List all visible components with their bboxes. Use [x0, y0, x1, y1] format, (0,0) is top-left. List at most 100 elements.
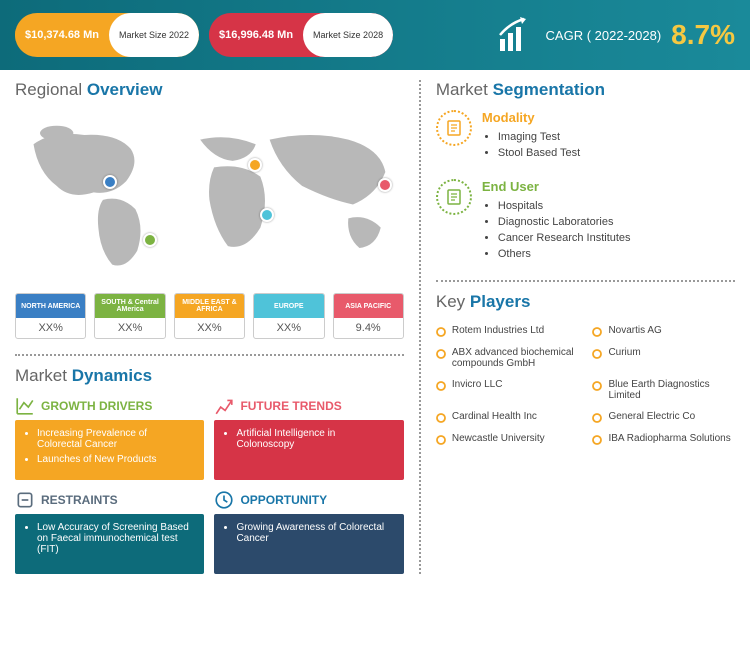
segmentation-title: Market Segmentation: [436, 80, 735, 100]
segment-list-item: Stool Based Test: [498, 145, 580, 161]
dynamics-block: OPPORTUNITY Growing Awareness of Colorec…: [214, 490, 403, 574]
dynamics-block: GROWTH DRIVERS Increasing Prevalence of …: [15, 396, 204, 480]
market-size-2028-pill: $16,996.48 Mn Market Size 2028: [209, 13, 393, 57]
segment-list-item: Imaging Test: [498, 129, 580, 145]
regions-row: NORTH AMERICAXX%SOUTH & Central AMericaX…: [15, 293, 404, 339]
region-name: SOUTH & Central AMerica: [95, 294, 164, 318]
region-name: NORTH AMERICA: [16, 294, 85, 318]
player-item: Newcastle University: [436, 430, 579, 448]
bullet-icon: [592, 413, 602, 423]
player-item: Blue Earth Diagnostics Limited: [592, 376, 735, 404]
region-box: MIDDLE EAST & AFRICAXX%: [174, 293, 245, 339]
player-name: Novartis AG: [608, 325, 661, 336]
player-name: IBA Radiopharma Solutions: [608, 433, 730, 444]
bullet-icon: [436, 381, 446, 391]
bullet-icon: [436, 435, 446, 445]
dynamics-title: Market Dynamics: [15, 366, 404, 386]
region-dot: [378, 178, 392, 192]
header-bar: $10,374.68 Mn Market Size 2022 $16,996.4…: [0, 0, 750, 70]
region-value: XX%: [95, 318, 164, 338]
segment-content: End User HospitalsDiagnostic Laboratorie…: [482, 179, 631, 262]
region-dot: [103, 175, 117, 189]
segment-list-item: Diagnostic Laboratories: [498, 214, 631, 230]
dynamics-block: RESTRAINTS Low Accuracy of Screening Bas…: [15, 490, 204, 574]
segment-list: Imaging TestStool Based Test: [482, 129, 580, 161]
player-item: Cardinal Health Inc: [436, 408, 579, 426]
bullet-icon: [436, 413, 446, 423]
dynamics-grid: GROWTH DRIVERS Increasing Prevalence of …: [15, 396, 404, 574]
dynamics-head: FUTURE TRENDS: [214, 396, 403, 416]
region-name: MIDDLE EAST & AFRICA: [175, 294, 244, 318]
dynamics-icon: [15, 396, 35, 416]
region-value: XX%: [175, 318, 244, 338]
region-name: ASIA PACIFIC: [334, 294, 403, 318]
dynamics-head: GROWTH DRIVERS: [15, 396, 204, 416]
dynamics-block-title: GROWTH DRIVERS: [41, 399, 152, 413]
bullet-icon: [592, 435, 602, 445]
region-value: 9.4%: [334, 318, 403, 338]
growth-chart-icon: [496, 15, 536, 55]
dynamics-item: Low Accuracy of Screening Based on Faeca…: [37, 522, 194, 555]
segment-icon: [436, 110, 472, 146]
dynamics-head: RESTRAINTS: [15, 490, 204, 510]
segment-item: End User HospitalsDiagnostic Laboratorie…: [436, 179, 735, 262]
region-box: ASIA PACIFIC9.4%: [333, 293, 404, 339]
dynamics-item: Launches of New Products: [37, 454, 194, 465]
world-map: [15, 110, 404, 285]
player-item: Novartis AG: [592, 322, 735, 340]
dynamics-head: OPPORTUNITY: [214, 490, 403, 510]
dynamics-body: Artificial Intelligence in Colonoscopy: [214, 420, 403, 480]
cagr-value: 8.7%: [671, 19, 735, 51]
pill1-label: Market Size 2022: [109, 13, 199, 57]
dynamics-item: Growing Awareness of Colorectal Cancer: [236, 522, 393, 544]
segment-list: HospitalsDiagnostic LaboratoriesCancer R…: [482, 198, 631, 262]
segment-content: Modality Imaging TestStool Based Test: [482, 110, 580, 161]
dynamics-block-title: OPPORTUNITY: [240, 493, 327, 507]
dynamics-icon: [214, 396, 234, 416]
divider: [15, 354, 404, 356]
dynamics-block-title: RESTRAINTS: [41, 493, 118, 507]
player-item: Rotem Industries Ltd: [436, 322, 579, 340]
player-name: Invicro LLC: [452, 379, 503, 390]
pill2-value: $16,996.48 Mn: [209, 29, 303, 41]
dynamics-item: Artificial Intelligence in Colonoscopy: [236, 428, 393, 450]
player-item: Invicro LLC: [436, 376, 579, 404]
players-grid: Rotem Industries Ltd Novartis AG ABX advan…: [436, 322, 735, 448]
doc-icon: [445, 119, 463, 137]
dynamics-block-title: FUTURE TRENDS: [240, 399, 341, 413]
right-column: Market Segmentation Modality Imaging Tes…: [419, 80, 735, 574]
segment-list-item: Hospitals: [498, 198, 631, 214]
bullet-icon: [592, 327, 602, 337]
region-dot: [248, 158, 262, 172]
segmentation-list: Modality Imaging TestStool Based Test En…: [436, 110, 735, 262]
region-name: EUROPE: [254, 294, 323, 318]
region-dot: [260, 208, 274, 222]
region-dot: [143, 233, 157, 247]
region-value: XX%: [16, 318, 85, 338]
player-item: General Electric Co: [592, 408, 735, 426]
segment-label: Modality: [482, 110, 580, 125]
dynamics-block: FUTURE TRENDS Artificial Intelligence in…: [214, 396, 403, 480]
cagr-section: CAGR ( 2022-2028) 8.7%: [496, 15, 735, 55]
player-name: Blue Earth Diagnostics Limited: [608, 379, 735, 401]
segment-icon: [436, 179, 472, 215]
doc-icon: [445, 188, 463, 206]
market-size-2022-pill: $10,374.68 Mn Market Size 2022: [15, 13, 199, 57]
left-column: Regional Overview NORTH AMERICAXX%SOUTH …: [15, 80, 404, 574]
dynamics-body: Increasing Prevalence of Colorectal Canc…: [15, 420, 204, 480]
player-name: ABX advanced biochemical compounds GmbH: [452, 347, 579, 369]
divider: [436, 280, 735, 282]
pill2-label: Market Size 2028: [303, 13, 393, 57]
player-name: Cardinal Health Inc: [452, 411, 537, 422]
bullet-icon: [592, 349, 602, 359]
player-name: General Electric Co: [608, 411, 695, 422]
bullet-icon: [592, 381, 602, 391]
dynamics-body: Low Accuracy of Screening Based on Faeca…: [15, 514, 204, 574]
region-box: SOUTH & Central AMericaXX%: [94, 293, 165, 339]
dynamics-icon: [214, 490, 234, 510]
dynamics-body: Growing Awareness of Colorectal Cancer: [214, 514, 403, 574]
regional-title: Regional Overview: [15, 80, 404, 100]
bullet-icon: [436, 327, 446, 337]
region-value: XX%: [254, 318, 323, 338]
dynamics-icon: [15, 490, 35, 510]
